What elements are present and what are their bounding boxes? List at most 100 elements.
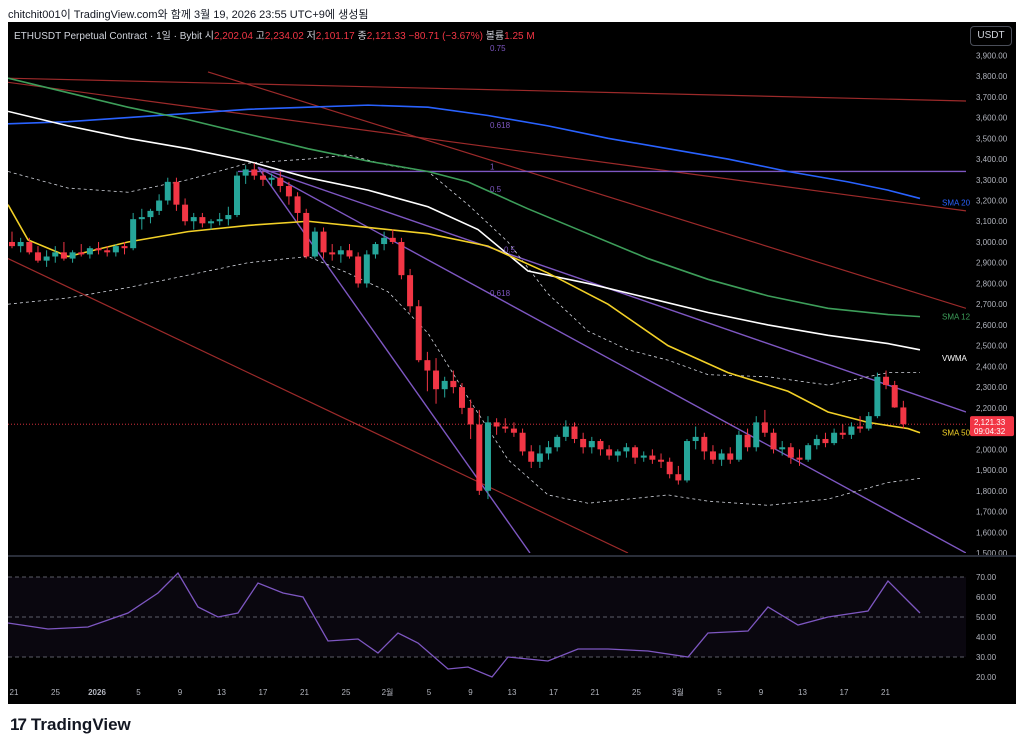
- price-tag: [970, 416, 1014, 437]
- candle: [121, 246, 128, 249]
- open-value: 2,202.04: [213, 31, 253, 42]
- candle: [173, 181, 180, 205]
- candle: [865, 416, 872, 429]
- time-tick: 21: [10, 688, 19, 697]
- candle: [467, 407, 474, 425]
- candle: [528, 451, 535, 462]
- symbol-legend: ETHUSDT Perpetual Contract · 1일 · Bybit …: [14, 27, 535, 42]
- candle: [208, 221, 215, 224]
- time-tick: 25: [632, 688, 641, 697]
- candle: [450, 380, 457, 388]
- candle: [424, 360, 431, 371]
- candle: [26, 241, 33, 253]
- time-tick: 17: [840, 688, 849, 697]
- candle: [311, 231, 318, 257]
- price-tick: 1,500.00: [976, 549, 1008, 558]
- rsi-tick: 50.00: [976, 613, 997, 622]
- rsi-tick: 40.00: [976, 633, 997, 642]
- candle: [199, 217, 206, 224]
- price-tick: 3,100.00: [976, 217, 1008, 226]
- time-tick: 25: [51, 688, 60, 697]
- candle: [251, 169, 258, 176]
- fib-label: 1: [490, 162, 495, 171]
- candle: [52, 252, 59, 257]
- candle: [190, 217, 197, 222]
- price-tick: 3,200.00: [976, 197, 1008, 206]
- price-tick: 3,800.00: [976, 72, 1008, 81]
- candle: [268, 177, 275, 180]
- price-tick: 2,000.00: [976, 445, 1008, 454]
- fib-label: 0.5: [490, 185, 502, 194]
- time-tick: 5: [717, 688, 722, 697]
- rsi-tick: 60.00: [976, 593, 997, 602]
- time-tick: 5: [136, 688, 141, 697]
- high-label: 고: [255, 31, 265, 42]
- candle: [329, 252, 336, 255]
- time-tick: 17: [549, 688, 558, 697]
- candle: [649, 455, 656, 460]
- candle: [675, 474, 682, 481]
- candle: [216, 219, 223, 222]
- close-value: 2,121.33: [366, 31, 406, 42]
- time-tick: 9: [759, 688, 764, 697]
- brand-name: TradingView: [30, 715, 131, 734]
- candle: [857, 426, 864, 429]
- candle: [346, 250, 353, 257]
- time-tick: 21: [300, 688, 309, 697]
- candle: [692, 436, 699, 442]
- candle: [337, 250, 344, 255]
- candle: [381, 237, 388, 245]
- candle: [761, 422, 768, 433]
- candle: [709, 451, 716, 460]
- vwma-label: VWMA: [942, 354, 968, 363]
- low-value: 2,101.17: [315, 31, 355, 42]
- volume-value: 1.25 M: [504, 31, 535, 42]
- sma200-label: SMA 20: [942, 199, 971, 208]
- candle: [9, 241, 15, 247]
- time-tick: 5: [427, 688, 432, 697]
- candle: [502, 426, 509, 429]
- channel-line: [8, 81, 966, 212]
- price-tick: 1,600.00: [976, 528, 1008, 537]
- candle: [614, 451, 621, 456]
- candle: [623, 447, 630, 452]
- candle: [822, 438, 829, 444]
- price-tag-countdown: 09:04:32: [974, 427, 1006, 436]
- time-tick: 3월: [672, 687, 684, 697]
- sma120-label: SMA 12: [942, 313, 971, 322]
- currency-button[interactable]: USDT: [970, 26, 1012, 46]
- open-label: 시: [204, 31, 214, 42]
- candle: [658, 459, 665, 462]
- chart-frame[interactable]: [8, 22, 1016, 704]
- price-tick: 3,900.00: [976, 51, 1008, 60]
- candle: [684, 441, 690, 481]
- candle: [744, 434, 751, 448]
- high-value: 2,234.02: [264, 31, 304, 42]
- candle: [363, 254, 370, 284]
- sma120-line: [8, 77, 921, 318]
- candle: [355, 256, 362, 284]
- price-tick: 1,800.00: [976, 487, 1008, 496]
- price-tick: 2,500.00: [976, 342, 1008, 351]
- price-tick: 3,600.00: [976, 114, 1008, 123]
- symbol-title: ETHUSDT Perpetual Contract · 1일 · Bybit: [14, 31, 202, 42]
- candle: [138, 217, 145, 220]
- candle: [69, 252, 76, 259]
- candle: [510, 428, 517, 433]
- candle: [718, 453, 725, 460]
- candle: [770, 432, 777, 450]
- candle: [805, 445, 812, 460]
- candle: [900, 407, 907, 425]
- candle: [580, 438, 587, 448]
- candle: [640, 455, 647, 458]
- candle: [597, 441, 604, 450]
- candle: [536, 453, 543, 462]
- price-pane: 0.75 0.618 1 0.5 0.618 0.5: [8, 44, 966, 553]
- candle: [813, 438, 820, 446]
- candle: [493, 422, 500, 427]
- candle: [701, 436, 708, 452]
- change-value: −80.71 (−3.67%): [408, 31, 483, 42]
- candle: [259, 175, 266, 180]
- candle: [43, 256, 50, 261]
